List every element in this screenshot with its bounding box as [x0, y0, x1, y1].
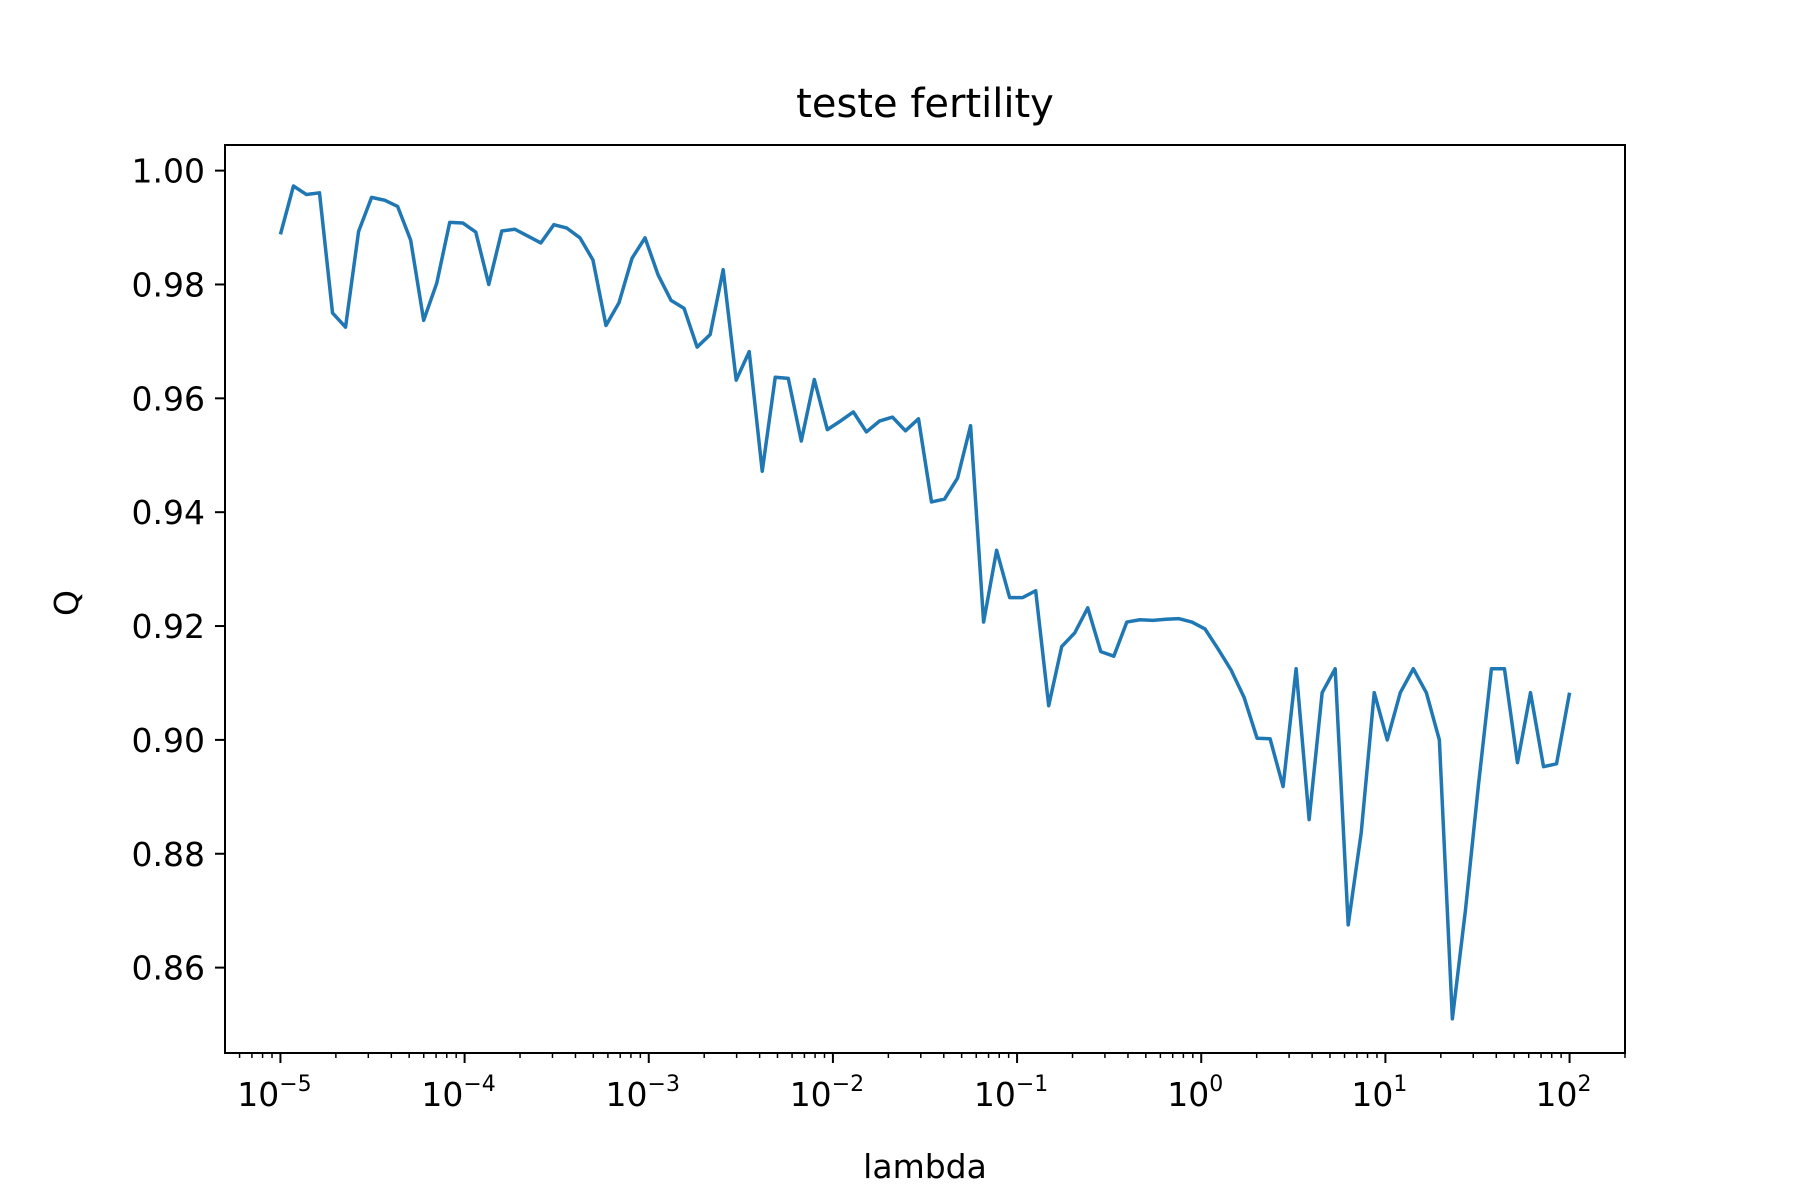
y-tick-label: 0.90	[132, 721, 205, 760]
x-tick-label: 10−5	[237, 1072, 311, 1114]
y-tick-label: 0.96	[132, 379, 205, 418]
series-line	[278, 184, 1572, 1021]
x-tick-label: 10−2	[790, 1072, 864, 1114]
x-tick-label: 10−4	[421, 1072, 495, 1114]
y-tick-label: 1.00	[132, 152, 205, 191]
plot-frame	[224, 144, 1626, 1054]
y-axis-ticks: 0.86 0.88 0.90 0.92 0.94 0.96 0.98 1.00	[132, 152, 225, 988]
y-tick-label: 0.92	[132, 607, 205, 646]
x-tick-label: 102	[1536, 1072, 1592, 1114]
x-axis-ticks: 10−5 10−4 10−3 10−2 10−1 100 101 102	[237, 1053, 1626, 1114]
x-tick-label: 10−3	[606, 1072, 680, 1114]
x-tick-label: 10−1	[974, 1072, 1048, 1114]
x-tick-label: 101	[1351, 1072, 1407, 1114]
chart-title: teste fertility	[796, 81, 1054, 127]
y-tick-label: 0.88	[132, 835, 205, 874]
x-tick-label: 100	[1167, 1072, 1223, 1114]
y-axis-label: Q	[47, 590, 86, 616]
y-tick-label: 0.98	[132, 265, 205, 304]
y-tick-label: 0.86	[132, 949, 205, 988]
x-axis-label: lambda	[863, 1147, 987, 1186]
y-tick-label: 0.94	[132, 493, 205, 532]
